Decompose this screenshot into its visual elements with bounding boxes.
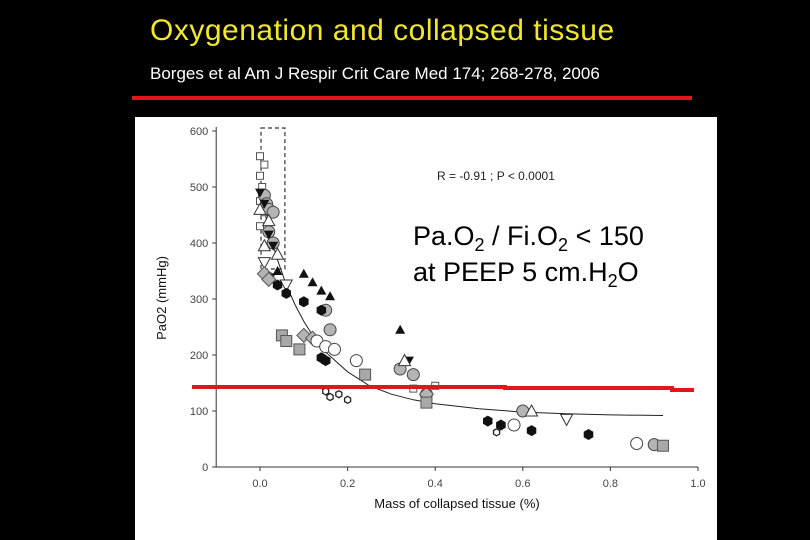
gray-circle-point <box>323 323 337 337</box>
threshold-line-path <box>192 385 694 392</box>
x-tick-label: 0.8 <box>603 478 618 490</box>
y-tick-label: 500 <box>190 182 208 194</box>
gray-square-point <box>420 396 433 409</box>
open-circle-point <box>630 436 644 450</box>
filled-triangle-point <box>272 266 283 275</box>
y-axis-label: PaO2 (mmHg) <box>154 256 169 340</box>
x-tick-label: 0.0 <box>252 478 267 490</box>
open-square-point <box>256 171 264 180</box>
open-square-point <box>256 222 264 231</box>
open-triangle-point <box>524 403 539 417</box>
filled-hexagon-point <box>272 279 283 291</box>
gray-circle-point <box>406 368 420 382</box>
x-tick-label: 1.0 <box>690 478 705 490</box>
filled-triangle-down-point <box>255 188 265 198</box>
filled-triangle-point <box>395 324 406 334</box>
small-hexagon-point <box>326 392 334 402</box>
open-circle-point <box>507 418 521 432</box>
open-circle-point <box>349 354 363 368</box>
open-triangle-down-point <box>257 257 272 270</box>
filled-hexagon-point <box>281 287 291 299</box>
filled-triangle-down-point <box>268 241 279 251</box>
data-points <box>253 152 669 452</box>
small-hexagon-point <box>335 389 343 399</box>
filled-hexagon-point <box>483 415 493 427</box>
open-triangle-point <box>397 353 412 367</box>
callout-line-1: Pa.O2 / Fi.O2 < 150 <box>413 221 644 255</box>
small-hexagon-point <box>343 395 352 405</box>
y-tick-label: 600 <box>190 126 208 138</box>
open-circle-point <box>327 342 341 356</box>
title-underline <box>132 96 692 100</box>
filled-triangle-point <box>316 285 327 295</box>
filled-hexagon-point <box>496 419 506 431</box>
correlation-annotation: R = -0.91 ; P < 0.0001 <box>437 169 555 183</box>
y-tick-label: 100 <box>190 406 208 418</box>
gray-square-point <box>359 368 372 381</box>
citation: Borges et al Am J Respir Crit Care Med 1… <box>150 64 600 83</box>
callout-line-2: at PEEP 5 cm.H2O <box>413 257 639 291</box>
y-tick-label: 300 <box>190 294 208 306</box>
y-tick-label: 0 <box>202 462 208 474</box>
open-triangle-point <box>253 202 267 215</box>
open-square-point <box>260 160 269 169</box>
filled-hexagon-point <box>583 429 594 440</box>
filled-triangle-point <box>307 277 318 287</box>
filled-hexagon-point <box>316 352 327 364</box>
small-hexagon-point <box>492 428 501 437</box>
x-tick-label: 0.2 <box>340 478 355 490</box>
filled-triangle-down-point <box>263 230 274 240</box>
gray-square-point <box>656 439 669 452</box>
y-tick-label: 400 <box>190 238 208 250</box>
filled-triangle-point <box>325 291 336 301</box>
x-axis-label: Mass of collapsed tissue (%) <box>374 496 539 511</box>
gray-square-point <box>293 343 306 356</box>
filled-hexagon-point <box>526 425 537 437</box>
threshold-callout: Pa.O2 / Fi.O2 < 150 at PEEP 5 cm.H2O <box>413 218 644 290</box>
open-triangle-point <box>270 247 285 260</box>
threshold-line <box>192 385 694 392</box>
filled-hexagon-point <box>299 296 309 308</box>
gray-square-point <box>280 335 293 347</box>
x-tick-label: 0.4 <box>428 478 443 490</box>
y-tick-label: 200 <box>190 350 208 362</box>
open-square-point <box>256 152 264 161</box>
open-triangle-point <box>257 238 272 252</box>
filled-triangle-down-point <box>259 199 270 209</box>
gray-circle-point <box>266 205 280 219</box>
x-tick-label: 0.6 <box>515 478 530 490</box>
open-triangle-down-point <box>279 279 294 293</box>
small-hexagon-point <box>322 387 330 396</box>
plot-axes: 0.0 0.2 0.4 0.6 0.8 1.0 0 100 200 300 400 500 600 <box>190 126 706 490</box>
filled-hexagon-point <box>316 304 327 316</box>
chart-panel <box>135 117 717 540</box>
slide-title: Oxygenation and collapsed tissue <box>150 14 615 47</box>
open-triangle-point <box>261 213 276 227</box>
filled-triangle-point <box>298 268 309 278</box>
open-triangle-down-point <box>559 413 574 427</box>
gray-diamond-point <box>261 271 277 288</box>
